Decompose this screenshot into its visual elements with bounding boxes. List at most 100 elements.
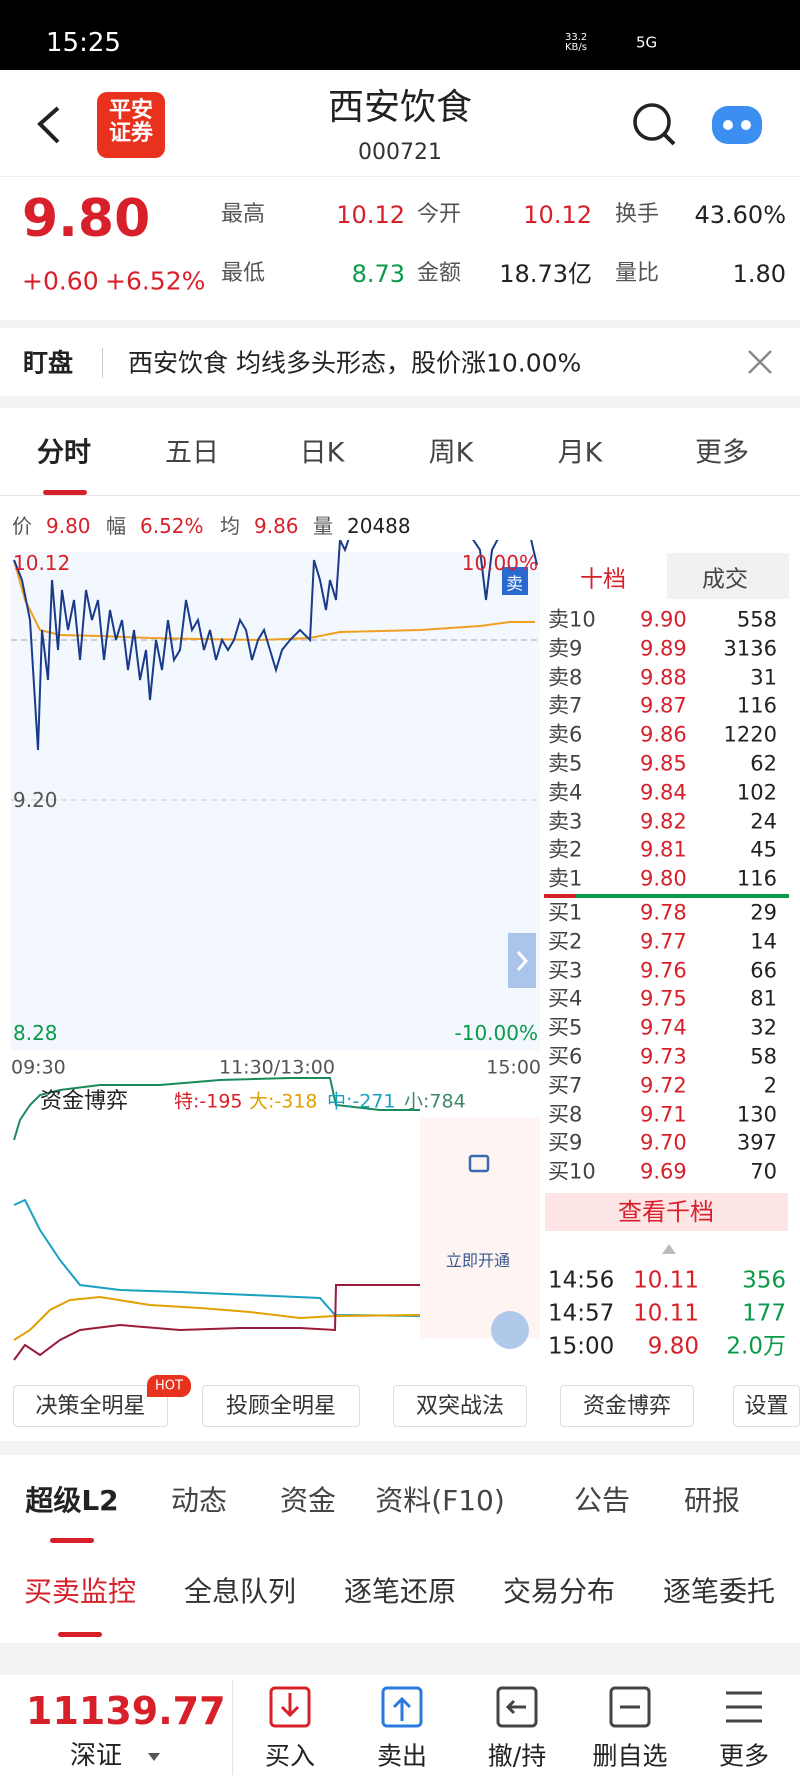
notice-sep	[102, 348, 103, 378]
ask-price: 9.90	[640, 607, 687, 632]
up-arrow	[662, 1244, 676, 1254]
hot-label: HOT	[155, 1378, 183, 1394]
ask-volume: 31	[750, 665, 777, 690]
bid-label: 买7	[548, 1073, 583, 1098]
chart-tab[interactable]: 周K	[428, 437, 474, 469]
ask-price: 9.86	[640, 722, 687, 747]
fund-item: 特:-195	[174, 1090, 243, 1113]
bid-label: 买4	[548, 986, 583, 1011]
tool-label[interactable]: 资金博弈	[582, 1394, 672, 1419]
trade-time: 14:57	[548, 1300, 615, 1327]
bid-price: 9.72	[640, 1073, 687, 1098]
header-icons	[37, 92, 762, 158]
chart-tab[interactable]: 月K	[557, 437, 603, 469]
tool-label[interactable]: 设置	[744, 1394, 789, 1419]
book-tab-active[interactable]	[544, 553, 667, 599]
notice-close[interactable]	[746, 348, 774, 376]
tab-underline	[50, 1538, 94, 1543]
ask-volume: 116	[736, 693, 777, 718]
detail-tab[interactable]: 资金	[279, 1484, 337, 1517]
sub-tab[interactable]: 全息队列	[183, 1575, 297, 1608]
detail-tab[interactable]: 研报	[683, 1484, 741, 1517]
chart-tab[interactable]: 更多	[695, 437, 749, 469]
tool-label[interactable]: 决策全明星	[35, 1394, 146, 1419]
stock-code: 000721	[358, 140, 442, 165]
tool-button[interactable]	[202, 1385, 360, 1427]
divider	[0, 320, 800, 328]
bid-label: 买8	[548, 1102, 583, 1127]
ask-volume: 558	[736, 607, 777, 632]
ask-label: 卖1	[548, 866, 583, 891]
stat-value: 10.12	[523, 201, 592, 229]
action-label[interactable]: 买入	[264, 1741, 316, 1771]
intraday-chart	[11, 540, 540, 1363]
more-label[interactable]: 查看千档	[618, 1198, 714, 1226]
tool-label[interactable]: 投顾全明星	[225, 1394, 337, 1419]
fund-title[interactable]: 资金博弈	[40, 1089, 129, 1114]
info-value: 20488	[347, 514, 411, 538]
book-tab-label[interactable]: 十档	[580, 566, 626, 593]
book-tab[interactable]	[667, 553, 789, 599]
chart-high: 10.12	[13, 551, 71, 575]
action-label[interactable]: 删自选	[592, 1741, 668, 1771]
sub-tab[interactable]: 逐笔委托	[662, 1575, 776, 1608]
unlock-label[interactable]: 立即开通	[446, 1251, 511, 1270]
chart-tab[interactable]: 分时	[37, 437, 91, 469]
status-speed: 33.2 KB/s	[565, 32, 588, 53]
bid-price: 9.77	[640, 929, 687, 954]
stat-label: 换手	[615, 202, 660, 227]
ask-volume: 116	[736, 866, 777, 891]
price-pct: +6.52%	[105, 266, 206, 296]
ask-label: 卖4	[548, 780, 583, 805]
action-label[interactable]: 卖出	[376, 1741, 428, 1771]
detail-tab[interactable]: 资料(F10)	[375, 1484, 505, 1517]
tool-button[interactable]	[13, 1385, 168, 1427]
action-label[interactable]: 更多	[718, 1741, 770, 1771]
detail-tab[interactable]: 公告	[573, 1484, 631, 1517]
ask-label: 卖10	[548, 607, 596, 632]
status-network: 5G	[636, 33, 658, 52]
chart-low-pct: -10.00%	[454, 1021, 538, 1045]
tool-label[interactable]: 双突战法	[415, 1394, 505, 1419]
bid-price: 9.69	[640, 1159, 687, 1184]
time-label: 09:30	[11, 1056, 66, 1079]
ask-volume: 24	[750, 809, 777, 834]
tool-button[interactable]	[393, 1385, 527, 1427]
chart-tab[interactable]: 五日	[165, 437, 219, 469]
bid-price: 9.78	[640, 900, 687, 925]
status-time: 15:25	[46, 28, 121, 58]
bid-label: 买9	[548, 1130, 583, 1155]
stat-value: 1.80	[732, 260, 786, 288]
sub-tab[interactable]: 交易分布	[502, 1575, 616, 1608]
bid-volume: 70	[750, 1159, 777, 1184]
info-label: 价	[12, 514, 32, 538]
bid-label: 买6	[548, 1044, 583, 1069]
ask-price: 9.89	[640, 636, 687, 661]
index-market[interactable]: 深证	[70, 1741, 123, 1771]
bid-label: 买5	[548, 1015, 583, 1040]
trade-price: 9.80	[647, 1333, 699, 1360]
bid-label: 买10	[548, 1159, 596, 1184]
bid-price: 9.73	[640, 1044, 687, 1069]
notice-text: 西安饮食 均线多头形态，股价涨10.00%	[128, 348, 582, 378]
trade-price: 10.11	[633, 1300, 699, 1327]
tool-button[interactable]	[560, 1385, 694, 1427]
book-divider-green	[576, 894, 789, 898]
trade-time: 14:56	[548, 1267, 615, 1294]
action-label[interactable]: 撤/持	[487, 1741, 547, 1771]
index-value[interactable]: 11139.77	[26, 1689, 226, 1733]
chart-tab[interactable]: 日K	[299, 437, 345, 469]
ask-label: 卖7	[548, 693, 583, 718]
ask-volume: 102	[736, 780, 777, 805]
stat-value: 10.12	[336, 201, 405, 229]
sub-tab[interactable]: 逐笔还原	[343, 1575, 457, 1608]
detail-tab[interactable]: 超级L2	[25, 1484, 119, 1517]
divider	[0, 176, 800, 177]
divider	[0, 396, 800, 408]
book-tab-label[interactable]: 成交	[702, 566, 748, 593]
sub-tab[interactable]: 买卖监控	[23, 1575, 137, 1608]
more-button[interactable]	[545, 1193, 788, 1231]
ask-label: 卖2	[548, 837, 583, 862]
chart-high-pct: 10.00%	[461, 551, 538, 575]
detail-tab[interactable]: 动态	[170, 1484, 228, 1517]
